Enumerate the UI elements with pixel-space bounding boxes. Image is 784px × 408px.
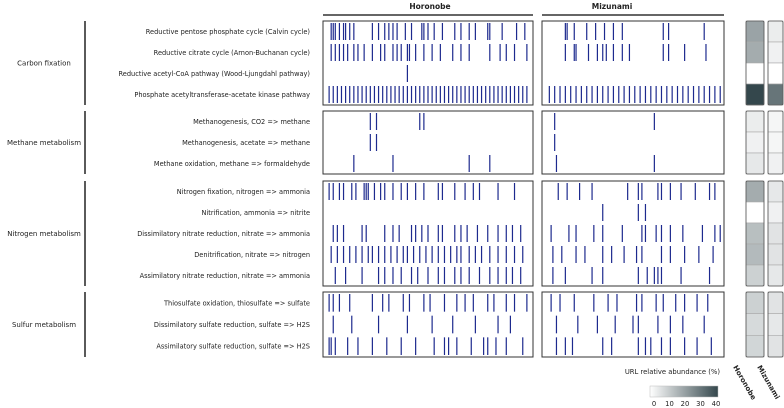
summary-cell-mizunami xyxy=(767,335,784,358)
column-label-mizunami: Mizunami xyxy=(755,364,781,401)
summary-cell-mizunami xyxy=(767,20,784,43)
row-label: Methanogenesis, acetate => methane xyxy=(182,139,310,147)
summary-cell-mizunami xyxy=(767,313,784,336)
summary-border xyxy=(767,291,784,358)
summary-cell-horonobe xyxy=(745,62,765,85)
summary-border xyxy=(745,110,765,175)
panel-mizunami xyxy=(541,20,725,106)
group-2: Nitrogen metabolism Nitrogen fixation, ni… xyxy=(7,180,784,287)
row-label: Reductive citrate cycle (Arnon-Buchanan … xyxy=(154,49,310,57)
row-label: Methane oxidation, methane => formaldehy… xyxy=(154,160,310,168)
group-0: Carbon fixation Reductive pentose phospha… xyxy=(17,20,784,106)
summary-border xyxy=(767,180,784,287)
summary-cell-mizunami xyxy=(767,201,784,224)
row-label: Nitrification, ammonia => nitrite xyxy=(201,209,310,217)
site-header-horonobe: Horonobe xyxy=(409,2,450,11)
row-label: Denitrification, nitrate => nitrogen xyxy=(194,251,310,259)
row-label: Dissimilatory nitrate reduction, nitrate… xyxy=(137,230,310,238)
panel-horonobe xyxy=(322,180,534,287)
summary-cell-mizunami xyxy=(767,83,784,106)
row-label: Methanogenesis, CO2 => methane xyxy=(193,118,310,126)
row-label: Reductive pentose phosphate cycle (Calvi… xyxy=(146,28,310,36)
legend-gradient-bar xyxy=(649,385,719,398)
legend-ticks: 0 10 20 30 40 xyxy=(652,400,720,408)
row-label: Dissimilatory sulfate reduction, sulfate… xyxy=(154,321,310,329)
summary-cell-horonobe xyxy=(745,152,765,175)
panel-mizunami xyxy=(541,110,725,175)
summary-cell-mizunami xyxy=(767,152,784,175)
panel-horonobe xyxy=(322,20,534,106)
summary-column-labels: Horonobe Mizunami xyxy=(731,364,781,402)
summary-border xyxy=(767,110,784,175)
summary-cell-horonobe xyxy=(745,264,765,287)
summary-cell-mizunami xyxy=(767,131,784,154)
summary-cell-mizunami xyxy=(767,110,784,133)
legend: URL relative abundance (%) 0 10 20 30 40 xyxy=(625,368,721,408)
legend-title: URL relative abundance (%) xyxy=(625,368,721,376)
summary-cell-horonobe xyxy=(745,335,765,358)
summary-cell-mizunami xyxy=(767,180,784,203)
panel-mizunami xyxy=(541,291,725,358)
group-1: Methane metabolism Methanogenesis, CO2 =>… xyxy=(7,110,784,175)
pathway-groups: Carbon fixation Reductive pentose phospha… xyxy=(7,20,784,358)
summary-border xyxy=(745,291,765,358)
group-label: Nitrogen metabolism xyxy=(7,230,81,238)
summary-cell-horonobe xyxy=(745,313,765,336)
legend-tick-label: 30 xyxy=(696,400,705,408)
panel-mizunami xyxy=(541,180,725,287)
summary-cell-mizunami xyxy=(767,62,784,85)
summary-border xyxy=(767,20,784,106)
group-label: Methane metabolism xyxy=(7,139,81,147)
row-label: Assimilatory sulfate reduction, sulfate … xyxy=(156,343,310,351)
legend-tick-label: 0 xyxy=(652,400,656,408)
panel-horonobe xyxy=(322,291,534,358)
summary-cell-horonobe xyxy=(745,131,765,154)
summary-cell-horonobe xyxy=(745,243,765,266)
summary-cell-mizunami xyxy=(767,222,784,245)
summary-cell-mizunami xyxy=(767,243,784,266)
summary-cell-mizunami xyxy=(767,264,784,287)
legend-tick-label: 10 xyxy=(665,400,674,408)
site-headers: Horonobe Mizunami xyxy=(323,2,724,16)
site-header-mizunami: Mizunami xyxy=(592,2,633,11)
summary-cell-mizunami xyxy=(767,41,784,64)
group-label: Carbon fixation xyxy=(17,60,71,68)
summary-cell-horonobe xyxy=(745,41,765,64)
column-label-horonobe: Horonobe xyxy=(731,364,757,402)
row-label: Assimilatory nitrate reduction, nitrate … xyxy=(140,272,310,280)
summary-cell-horonobe xyxy=(745,201,765,224)
summary-cell-horonobe xyxy=(745,110,765,133)
summary-border xyxy=(745,180,765,287)
summary-cell-horonobe xyxy=(745,20,765,43)
row-label: Phosphate acetyltransferase-acetate kina… xyxy=(134,91,310,99)
legend-tick-label: 40 xyxy=(712,400,721,408)
summary-cell-mizunami xyxy=(767,291,784,314)
row-label: Reductive acetyl-CoA pathway (Wood-Ljung… xyxy=(118,70,310,78)
summary-cell-horonobe xyxy=(745,222,765,245)
group-label: Sulfur metabolism xyxy=(12,321,76,329)
summary-border xyxy=(745,20,765,106)
row-label: Thiosulfate oxidation, thiosulfate => su… xyxy=(163,299,310,307)
legend-tick-label: 20 xyxy=(681,400,690,408)
summary-cell-horonobe xyxy=(745,180,765,203)
summary-cell-horonobe xyxy=(745,83,765,106)
panel-horonobe xyxy=(322,110,534,175)
row-label: Nitrogen fixation, nitrogen => ammonia xyxy=(177,188,310,196)
group-3: Sulfur metabolism Thiosulfate oxidation, … xyxy=(12,291,784,358)
summary-cell-horonobe xyxy=(745,291,765,314)
